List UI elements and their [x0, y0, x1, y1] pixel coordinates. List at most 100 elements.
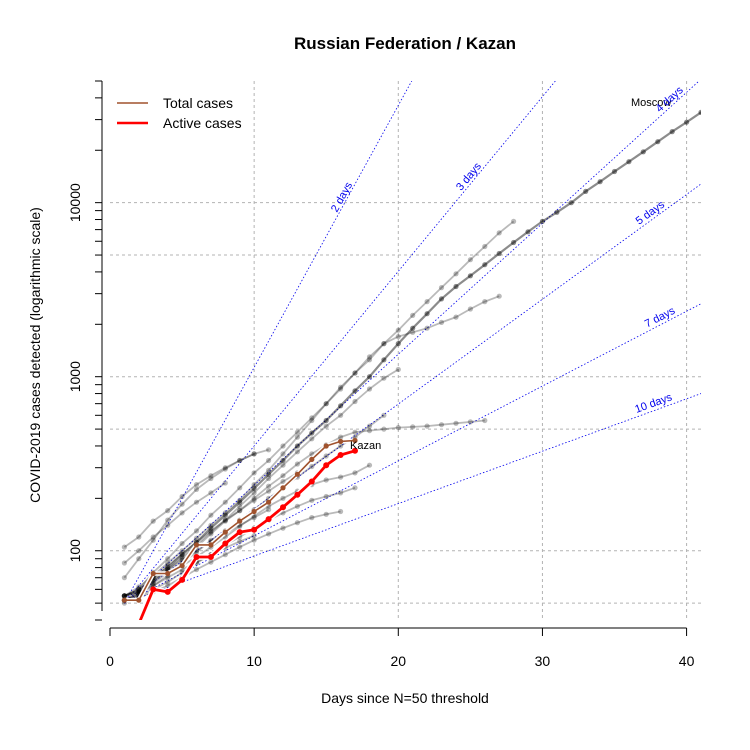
other-series-point [366, 357, 373, 363]
kazan-active-point [323, 462, 330, 469]
other-series-point [323, 417, 329, 424]
other-series-point [208, 475, 214, 482]
chart-title: Russian Federation / Kazan [294, 34, 516, 53]
kazan-total-point [323, 443, 329, 449]
other-series-point [193, 482, 200, 488]
y-tick-label: 100 [67, 539, 83, 563]
other-series-point [366, 354, 373, 360]
other-series-point [698, 109, 701, 115]
other-city-series [121, 109, 701, 606]
other-series-point [193, 535, 200, 541]
other-series-point [251, 470, 257, 476]
other-series-line [124, 368, 399, 602]
other-series-point [496, 230, 502, 236]
x-tick-label: 40 [679, 653, 695, 669]
other-series-point [381, 412, 387, 418]
other-series-point [222, 510, 228, 516]
other-series-point [179, 540, 185, 547]
other-series-point [366, 374, 373, 380]
other-series-point [294, 461, 300, 467]
other-series-point [251, 537, 257, 543]
other-series-point [251, 533, 257, 539]
other-series-point [467, 257, 473, 263]
other-series-point [121, 593, 127, 599]
other-series-point [165, 522, 171, 528]
other-series-point [179, 501, 185, 507]
other-series-point [539, 218, 546, 224]
other-series-point [222, 499, 228, 505]
other-series-point [179, 551, 185, 557]
other-series-point [280, 451, 286, 457]
other-series-point [309, 515, 315, 521]
doubling-label: 10 days [633, 391, 674, 416]
other-series-point [121, 593, 127, 599]
other-series-point [395, 327, 401, 333]
kazan-active-point [150, 586, 157, 593]
kazan-total-point [222, 529, 228, 535]
other-series-point [669, 129, 675, 135]
other-series-point [395, 334, 401, 340]
kazan-active-point [193, 554, 200, 560]
other-series-point [424, 325, 430, 331]
other-series-point [309, 463, 315, 470]
other-series-point [381, 357, 387, 363]
other-series-point [482, 299, 488, 305]
other-series-point [208, 531, 214, 537]
other-series-point [266, 488, 272, 494]
other-series-point [251, 451, 257, 457]
other-series-point [165, 575, 171, 581]
other-series-point [467, 273, 473, 279]
other-series-point [165, 560, 171, 566]
y-tick-label: 10000 [67, 183, 83, 222]
kazan-active-point [251, 526, 258, 533]
other-series-point [496, 250, 502, 257]
other-series-point [237, 508, 243, 514]
other-series-point [121, 593, 127, 599]
other-series-point [280, 525, 286, 531]
other-series-point [395, 425, 401, 431]
other-series-point [294, 434, 300, 440]
other-series-point [496, 293, 502, 299]
x-tick-label: 10 [246, 653, 262, 669]
kazan-total-point [121, 597, 127, 603]
kazan-total-point [338, 438, 344, 444]
x-tick-label: 0 [106, 653, 114, 669]
other-series-point [165, 583, 171, 589]
other-series-point [395, 341, 401, 347]
other-series-point [424, 299, 430, 305]
other-series-point [467, 306, 473, 312]
other-series-point [208, 490, 214, 496]
other-series-point [237, 485, 243, 491]
other-series-point [352, 398, 358, 405]
other-series-point [410, 325, 416, 331]
kazan-total-point [309, 456, 315, 462]
other-series-point [352, 429, 358, 435]
other-series-line [123, 482, 226, 564]
other-series-point [179, 548, 185, 554]
other-series-point [338, 412, 344, 418]
other-series-point [294, 503, 300, 509]
other-series-point [237, 457, 243, 464]
kazan-active-point [265, 516, 272, 523]
kazan-total-point [208, 542, 214, 548]
other-series-point [266, 475, 272, 482]
other-series-point [222, 552, 228, 558]
other-series-point [165, 517, 171, 523]
other-series-point [237, 508, 243, 514]
other-series-point [323, 453, 329, 459]
other-series-point [222, 480, 228, 486]
other-series-point [237, 497, 243, 503]
other-series-point [193, 549, 200, 555]
kazan-total-point [136, 597, 142, 603]
other-series-point [438, 285, 445, 291]
other-series-point [323, 477, 329, 483]
doubling-line [124, 393, 701, 604]
kazan-active-point [207, 554, 214, 560]
other-series-point [208, 522, 214, 528]
other-series-point [121, 560, 127, 566]
other-series-point [467, 419, 473, 425]
axes: 0 10 20 30 40 100 1000 10000 [67, 80, 695, 669]
other-series-point [179, 510, 185, 516]
other-series-point [280, 495, 286, 501]
other-series-point [266, 457, 272, 464]
